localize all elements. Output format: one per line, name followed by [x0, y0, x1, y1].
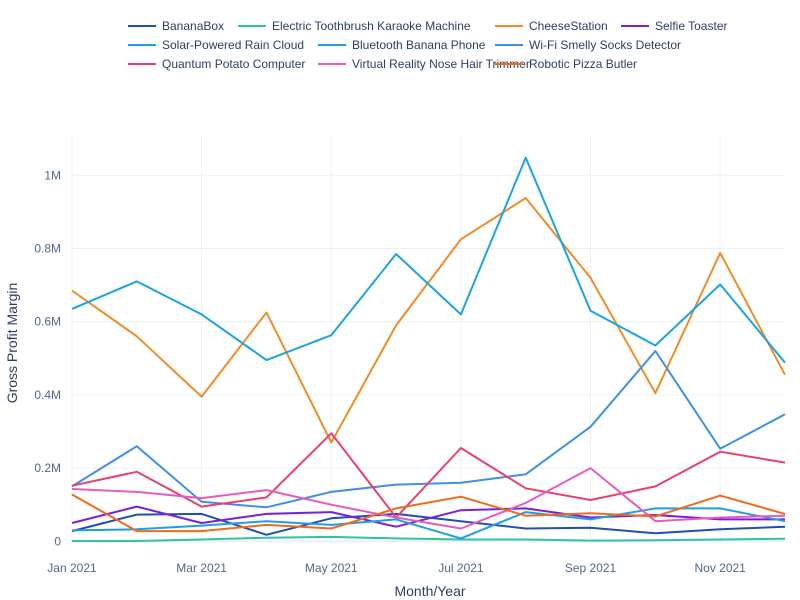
legend-label: Quantum Potato Computer	[162, 57, 305, 71]
series-line-3	[71, 197, 786, 444]
x-tick-label: Sep 2021	[565, 561, 617, 575]
legend-label: Virtual Reality Nose Hair Trimmer	[352, 57, 530, 71]
legend-label: Selfie Toaster	[655, 19, 728, 33]
series-layer	[71, 156, 786, 542]
series-line-2	[72, 535, 786, 542]
x-tick-label: Jan 2021	[47, 561, 97, 575]
x-tick-label: Nov 2021	[694, 561, 746, 575]
series-line-10	[71, 493, 786, 533]
legend-label: Solar-Powered Rain Cloud	[162, 38, 304, 52]
legend-item-5[interactable]: Solar-Powered Rain Cloud	[128, 38, 304, 52]
legend-item-9[interactable]: Virtual Reality Nose Hair Trimmer	[318, 57, 530, 71]
y-tick-label: 0.8M	[34, 241, 61, 255]
legend-item-7[interactable]: Wi-Fi Smelly Socks Detector	[495, 38, 681, 52]
x-tick-label: May 2021	[305, 561, 358, 575]
legend-item-1[interactable]: BananaBox	[128, 19, 224, 33]
legend-item-10[interactable]: Robotic Pizza Butler	[495, 57, 637, 71]
legend: BananaBox Electric Toothbrush Karaoke Mac…	[128, 19, 728, 71]
y-axis-title: Gross Profit Margin	[4, 283, 20, 404]
gridlines	[71, 135, 785, 545]
series-line-9	[71, 467, 786, 530]
legend-item-3[interactable]: CheeseStation	[495, 19, 608, 33]
series-line-4	[71, 505, 785, 528]
x-axis-title: Month/Year	[394, 583, 465, 599]
y-axis-ticks: 0 0.2M 0.4M 0.6M 0.8M 1M	[34, 168, 61, 548]
legend-label: Bluetooth Banana Phone	[352, 38, 486, 52]
legend-item-4[interactable]: Selfie Toaster	[621, 19, 728, 33]
y-tick-label: 0.6M	[34, 315, 61, 329]
legend-item-8[interactable]: Quantum Potato Computer	[128, 57, 305, 71]
series-line-6	[71, 507, 786, 540]
series-line-5	[71, 156, 786, 364]
legend-label: Wi-Fi Smelly Socks Detector	[529, 38, 681, 52]
y-tick-label: 0.4M	[34, 388, 61, 402]
x-axis-ticks: Jan 2021 Mar 2021 May 2021 Jul 2021 Sep 2021…	[47, 561, 746, 575]
legend-item-6[interactable]: Bluetooth Banana Phone	[318, 38, 486, 52]
y-tick-label: 1M	[44, 168, 61, 182]
legend-label: CheeseStation	[529, 19, 608, 33]
legend-item-2[interactable]: Electric Toothbrush Karaoke Machine	[238, 19, 471, 33]
legend-label: BananaBox	[162, 19, 224, 33]
x-tick-label: Jul 2021	[438, 561, 484, 575]
y-tick-label: 0.2M	[34, 461, 61, 475]
series-line-8	[71, 432, 786, 519]
y-tick-label: 0	[54, 534, 61, 548]
x-tick-label: Mar 2021	[176, 561, 227, 575]
legend-label: Robotic Pizza Butler	[529, 57, 637, 71]
legend-label: Electric Toothbrush Karaoke Machine	[272, 19, 471, 33]
